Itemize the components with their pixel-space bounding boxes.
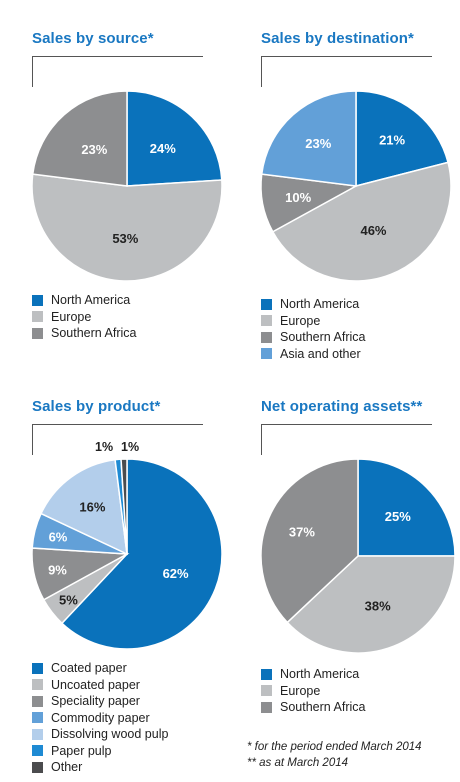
data-label-asia-and-other: 23% (305, 136, 331, 151)
legend-label: North America (280, 667, 360, 681)
legend-item-other: Other (32, 759, 168, 776)
legend-item-southern-africa: Southern Africa (261, 329, 365, 346)
pie-chart-sales-by-destination: 21% 46% 10% 23% (260, 90, 452, 282)
data-label-europe: 46% (360, 223, 386, 238)
legend-item-dissolving-wood-pulp: Dissolving wood pulp (32, 726, 168, 743)
legend-item-commodity-paper: Commodity paper (32, 710, 168, 727)
data-label-dissolving-wood-pulp: 16% (79, 499, 105, 514)
data-label-speciality-paper: 9% (48, 563, 67, 578)
title-bracket (261, 56, 432, 87)
legend-item-europe: Europe (261, 683, 365, 700)
legend-label: Southern Africa (280, 700, 366, 714)
legend-item-north-america: North America (32, 292, 136, 309)
data-label-commodity-paper: 6% (49, 529, 68, 544)
chart-title-sales-by-destination: Sales by destination* (261, 30, 414, 47)
legend-label: Uncoated paper (51, 677, 140, 692)
data-label-europe: 53% (112, 231, 138, 246)
legend-item-paper-pulp: Paper pulp (32, 743, 168, 760)
legend-label: Europe (51, 309, 92, 324)
data-label-coated-paper: 62% (163, 566, 189, 581)
legend-swatch (261, 298, 272, 310)
legend-swatch (32, 327, 43, 339)
legend-label: Speciality paper (51, 694, 140, 708)
legend-label: Coated paper (51, 661, 127, 675)
legend-swatch (261, 315, 272, 327)
legend-item-coated-paper: Coated paper (32, 660, 168, 677)
legend-item-asia-and-other: Asia and other (261, 346, 365, 363)
data-label-paper-pulp: 1% (95, 440, 114, 454)
pie-slice-southern-africa (31, 90, 128, 187)
legend-label: Southern Africa (280, 330, 366, 344)
pie-slice-dissolving-wood-pulp (40, 458, 128, 556)
legend-swatch (32, 679, 43, 691)
title-bracket (32, 56, 203, 87)
pie-chart-net-operating-assets: 25% 38% 37% (260, 458, 456, 654)
data-label-north-america: 21% (379, 132, 405, 147)
legend-item-north-america: North America (261, 666, 365, 683)
legend-item-uncoated-paper: Uncoated paper (32, 677, 168, 694)
legend-swatch (261, 668, 272, 680)
legend-label: Europe (280, 313, 321, 328)
pie-slice-other (120, 458, 128, 555)
chart-title-sales-by-source: Sales by source* (32, 30, 154, 47)
data-label-north-america: 24% (150, 141, 176, 156)
data-label-southern-africa: 10% (285, 190, 311, 205)
legend-label: Dissolving wood pulp (51, 727, 169, 741)
legend-swatch (261, 348, 272, 360)
pie-slice-north-america (126, 90, 223, 187)
legend-net-operating-assets: North America Europe Southern Africa (261, 666, 365, 716)
chart-title-net-operating-assets: Net operating assets** (261, 398, 423, 415)
legend-swatch (261, 685, 272, 697)
legend-label: North America (51, 293, 131, 307)
pie-slice-europe (31, 173, 223, 282)
legend-swatch (261, 701, 272, 713)
legend-item-southern-africa: Southern Africa (32, 325, 136, 342)
data-label-southern-africa: 37% (289, 525, 315, 540)
legend-item-north-america: North America (261, 296, 365, 313)
pie-slice-europe (286, 555, 456, 654)
pie-slice-coated-paper (60, 458, 223, 650)
title-bracket (261, 424, 432, 455)
legend-label: Southern Africa (51, 326, 137, 340)
data-label-europe: 38% (365, 599, 391, 614)
legend-label: North America (280, 297, 360, 311)
legend-swatch (32, 662, 43, 674)
pie-slice-north-america (355, 90, 449, 187)
legend-swatch (261, 331, 272, 343)
legend-swatch (32, 695, 43, 707)
chart-title-sales-by-product: Sales by product* (32, 398, 161, 415)
legend-sales-by-destination: North America Europe Southern Africa Asia a… (261, 296, 365, 362)
legend-sales-by-source: North America Europe Southern Africa (32, 292, 136, 342)
legend-label: Asia and other (280, 346, 361, 361)
legend-swatch (32, 294, 43, 306)
data-label-southern-africa: 23% (81, 142, 107, 157)
legend-item-southern-africa: Southern Africa (261, 699, 365, 716)
legend-swatch (32, 712, 43, 724)
legend-label: Europe (280, 683, 321, 698)
pie-slice-europe (271, 161, 452, 282)
footnote-period: * for the period ended March 2014 (247, 741, 422, 753)
data-label-uncoated-paper: 5% (59, 592, 78, 607)
data-label-other: 1% (121, 440, 140, 454)
legend-item-speciality-paper: Speciality paper (32, 693, 168, 710)
data-label-north-america: 25% (385, 509, 411, 524)
legend-item-europe: Europe (32, 309, 136, 326)
legend-item-europe: Europe (261, 313, 365, 330)
pie-chart-sales-by-source: 24% 53% 23% (31, 90, 223, 282)
pie-slice-north-america (357, 458, 456, 557)
legend-swatch (32, 761, 43, 773)
legend-swatch (32, 311, 43, 323)
legend-swatch (32, 745, 43, 757)
pie-slice-asia-and-other (260, 90, 357, 187)
legend-swatch (32, 728, 43, 740)
footnote-as-at: ** as at March 2014 (247, 757, 349, 769)
pie-slice-southern-africa (260, 458, 359, 624)
legend-label: Commodity paper (51, 710, 150, 725)
legend-label: Other (51, 760, 83, 774)
pie-chart-sales-by-product: 62% 5% 9% 6% 16% (31, 458, 223, 650)
legend-sales-by-product: Coated paper Uncoated paper Speciality pap… (32, 660, 168, 776)
title-bracket (32, 424, 203, 455)
legend-label: Paper pulp (51, 743, 112, 758)
